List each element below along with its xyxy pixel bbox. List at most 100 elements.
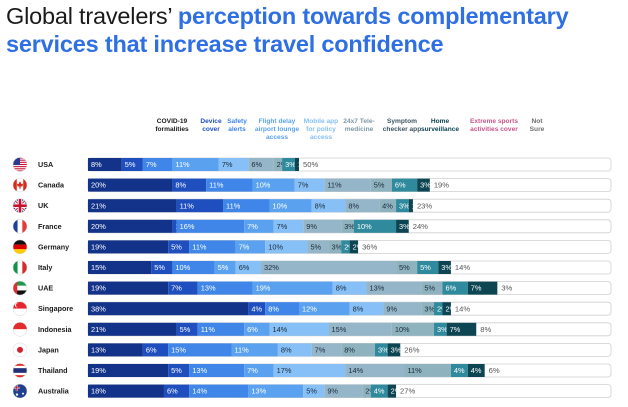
legend-item-2: Device cover xyxy=(200,118,222,133)
segment-label: 5% xyxy=(154,263,165,272)
segment-label: 13% xyxy=(91,346,106,355)
bar-segment xyxy=(438,261,451,274)
bar-segment xyxy=(168,240,190,254)
bar-segment xyxy=(374,343,388,357)
bar-segment xyxy=(88,219,173,233)
bar-segment xyxy=(294,178,325,192)
segment-label: 3% xyxy=(332,243,343,252)
title-part-1: Global travelers’ xyxy=(6,3,178,29)
bar-segment xyxy=(328,322,392,336)
bar-segment xyxy=(450,364,468,377)
legend-item-3: Safety alerts xyxy=(227,118,247,133)
not-sure-label: 50% xyxy=(303,160,318,169)
bar-segment xyxy=(307,240,329,254)
bar-segment xyxy=(168,281,198,295)
country-label: UK xyxy=(38,201,49,210)
segment-label: 5% xyxy=(420,263,431,272)
bar-segment xyxy=(265,302,299,316)
segment-label: 3% xyxy=(285,160,296,169)
segment-label: 5% xyxy=(171,366,182,375)
bar-segment xyxy=(88,384,164,398)
bar-segment xyxy=(88,261,152,274)
bar-segment xyxy=(332,281,367,295)
bar-segment xyxy=(362,384,371,398)
segment-label: 20% xyxy=(91,181,106,190)
segment-label: 2% xyxy=(353,243,364,252)
segment-label: 19% xyxy=(256,284,271,293)
segment-label: 11% xyxy=(234,346,249,355)
segment-label: 4% xyxy=(374,387,385,396)
segment-label: 4% xyxy=(382,201,393,210)
segment-label: 19% xyxy=(91,284,106,293)
segment-label: 8% xyxy=(344,346,355,355)
country-label: Germany xyxy=(38,242,69,251)
bar-segment xyxy=(353,219,397,233)
chart-row-usa: USA 8% 5% 7% 11% 7% 6% 2%3% 1%50% xyxy=(12,157,612,172)
bar-segment xyxy=(168,364,190,377)
segment-label: 32% xyxy=(264,263,279,272)
segment-label: 7% xyxy=(277,222,288,231)
segment-label: 17% xyxy=(277,366,292,375)
segment-label: 13% xyxy=(192,366,207,375)
segment-label: 3% xyxy=(441,263,452,272)
bar-segment xyxy=(235,261,262,274)
segment-label: 15% xyxy=(332,325,347,334)
segment-label: 7% xyxy=(471,284,482,293)
bar-segment xyxy=(303,219,342,233)
legend-item-4: Flight delay airport lounge access xyxy=(254,118,300,141)
bar-segment xyxy=(370,178,392,192)
segment-label: 7% xyxy=(171,284,182,293)
title-part-2: perception towards complementary service… xyxy=(6,3,569,57)
country-label: France xyxy=(38,222,62,231)
segment-label: 8% xyxy=(268,304,279,313)
not-sure-label: 14% xyxy=(455,263,470,272)
not-sure-label: 8% xyxy=(480,325,491,334)
bar-segment xyxy=(417,178,430,192)
bar-segment xyxy=(163,384,190,398)
bar-segment xyxy=(142,343,169,357)
bar-segment xyxy=(176,199,224,213)
country-label: Canada xyxy=(38,181,65,190)
bar-segment xyxy=(396,261,418,274)
bar-segment xyxy=(261,261,397,274)
chart-title: Global travelers’ perception towards com… xyxy=(6,2,624,58)
segment-label: 8% xyxy=(175,181,186,190)
bar-segment xyxy=(189,364,245,377)
bar-segment xyxy=(442,281,468,295)
country-label: Italy xyxy=(38,263,52,272)
segment-label: 5% xyxy=(310,243,321,252)
bar-segment xyxy=(88,302,249,316)
segment-label: 15% xyxy=(91,263,106,272)
segment-label: 5% xyxy=(399,263,410,272)
bar-segment xyxy=(442,302,451,316)
country-label: UAE xyxy=(38,284,53,293)
segment-label: 4% xyxy=(454,366,465,375)
bar-segment xyxy=(88,281,169,295)
bar-segment xyxy=(311,343,342,357)
chart-row-indonesia: Indonesia 21% 5% 11% 6% 14% 15% 10% 3% 7% 8% xyxy=(12,322,612,337)
segment-label: 10% xyxy=(357,222,372,231)
canada-flag-icon xyxy=(12,177,28,193)
segment-label: 11% xyxy=(408,366,423,375)
legend-item-9: Extreme sports activities cover xyxy=(469,118,518,133)
bar-segment xyxy=(467,364,485,377)
bar-segment xyxy=(303,384,325,398)
country-label: USA xyxy=(38,160,53,169)
not-sure-label: 36% xyxy=(362,243,377,252)
segment-label: 10% xyxy=(175,263,190,272)
bar-segment xyxy=(404,364,451,377)
bar-segment xyxy=(168,343,232,357)
segment-label: 21% xyxy=(91,201,106,210)
segment-label: 3% xyxy=(391,346,402,355)
uk-flag-icon xyxy=(12,198,28,213)
segment-label: 13% xyxy=(251,387,266,396)
bar-segment xyxy=(434,302,443,316)
bar-segment xyxy=(396,219,409,233)
bar-segment xyxy=(189,240,236,254)
segment-label: 2% xyxy=(445,304,456,313)
bar-segment xyxy=(244,322,270,336)
bar-segment xyxy=(214,261,236,274)
bar-segment xyxy=(277,343,312,357)
bar-segment xyxy=(172,178,207,192)
segment-label: 13% xyxy=(201,284,216,293)
